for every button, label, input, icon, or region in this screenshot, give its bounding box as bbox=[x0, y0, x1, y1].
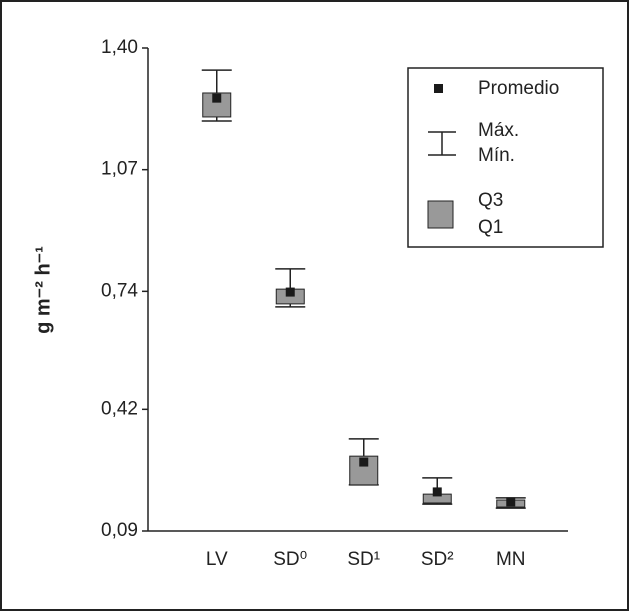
legend-q3: Q3 bbox=[478, 190, 503, 211]
x-tick-label: SD⁰ bbox=[273, 549, 307, 570]
y-axis-label: g m⁻² h⁻¹ bbox=[32, 246, 54, 334]
x-tick-label: LV bbox=[206, 549, 228, 570]
legend: Promedio Máx. Mín. Q3 Q1 bbox=[407, 67, 604, 248]
legend-mean-icon bbox=[434, 84, 443, 93]
legend-max: Máx. bbox=[478, 120, 519, 141]
legend-q1: Q1 bbox=[478, 217, 503, 238]
x-tick-label: SD¹ bbox=[347, 549, 380, 570]
legend-mean: Promedio bbox=[478, 78, 559, 99]
y-tick-label: 0,09 bbox=[101, 520, 138, 541]
mean-marker bbox=[359, 457, 369, 467]
y-tick-label: 0,42 bbox=[101, 398, 138, 419]
legend-min: Mín. bbox=[478, 145, 515, 166]
y-tick-label: 1,07 bbox=[101, 159, 138, 180]
x-tick-label: MN bbox=[496, 549, 526, 570]
x-tick-label: SD² bbox=[421, 549, 454, 570]
legend-box-icon bbox=[427, 200, 454, 229]
mean-marker bbox=[212, 93, 222, 103]
legend-whisker-icon bbox=[428, 131, 456, 156]
mean-marker bbox=[432, 487, 442, 497]
box bbox=[202, 92, 232, 118]
y-tick-label: 0,74 bbox=[101, 280, 138, 301]
mean-marker bbox=[506, 497, 516, 507]
mean-marker bbox=[285, 287, 295, 297]
y-tick-label: 1,40 bbox=[101, 37, 138, 58]
